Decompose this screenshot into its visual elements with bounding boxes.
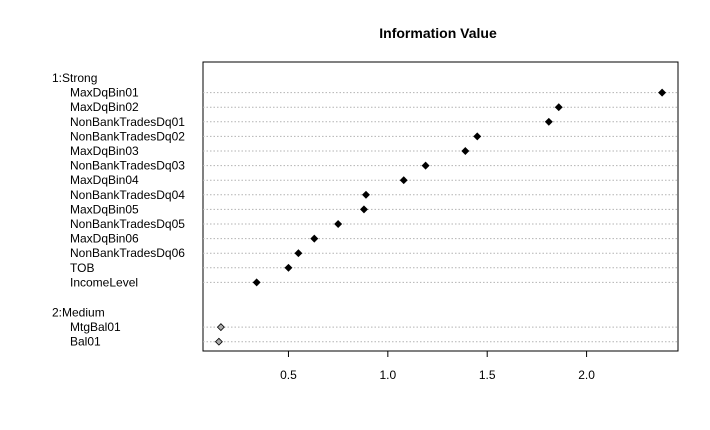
x-tick-label: 2.0 <box>578 368 595 382</box>
dot-row: MaxDqBin04 <box>70 173 678 187</box>
dot-row: NonBankTradesDq02 <box>70 129 678 143</box>
row-label: MaxDqBin02 <box>70 100 139 114</box>
data-point <box>252 278 261 287</box>
data-point <box>214 337 223 346</box>
group-1: 1:StrongMaxDqBin01MaxDqBin02NonBankTrade… <box>52 71 678 289</box>
dot-row: MaxDqBin02 <box>70 100 678 114</box>
data-point <box>658 88 667 97</box>
data-point <box>310 234 319 243</box>
dot-row: NonBankTradesDq01 <box>70 115 678 129</box>
row-label: Bal01 <box>70 335 101 349</box>
data-point <box>284 263 293 272</box>
row-label: NonBankTradesDq06 <box>70 246 185 260</box>
dot-row: MaxDqBin06 <box>70 232 678 246</box>
dot-row: MtgBal01 <box>70 320 678 334</box>
row-label: MaxDqBin05 <box>70 202 139 216</box>
dot-row: Bal01 <box>70 335 678 349</box>
data-point <box>216 323 225 332</box>
row-label: MaxDqBin01 <box>70 86 139 100</box>
dot-row: NonBankTradesDq03 <box>70 159 678 173</box>
data-point <box>399 176 408 185</box>
row-label: MtgBal01 <box>70 320 121 334</box>
chart-rows: 1:StrongMaxDqBin01MaxDqBin02NonBankTrade… <box>52 71 678 349</box>
row-label: TOB <box>70 261 94 275</box>
x-tick-label: 1.5 <box>479 368 496 382</box>
plot-frame <box>202 61 679 352</box>
data-point <box>544 117 553 126</box>
dot-row: MaxDqBin01 <box>70 86 678 100</box>
row-label: IncomeLevel <box>70 275 138 289</box>
data-point <box>334 220 343 228</box>
dot-row: MaxDqBin03 <box>70 144 678 158</box>
dot-row: MaxDqBin05 <box>70 202 678 216</box>
x-tick-label: 0.5 <box>280 368 297 382</box>
x-axis: 0.5 1.0 1.5 2.0 <box>280 351 595 382</box>
data-point <box>294 249 303 258</box>
row-label: MaxDqBin06 <box>70 232 139 246</box>
data-point <box>362 190 370 199</box>
dot-row: NonBankTradesDq05 <box>70 217 678 231</box>
row-label: MaxDqBin04 <box>70 173 139 187</box>
dot-row: NonBankTradesDq06 <box>70 246 678 260</box>
dot-row: IncomeLevel <box>70 275 678 289</box>
data-point <box>461 147 470 155</box>
data-point <box>473 132 482 141</box>
chart-title: Information Value <box>379 25 497 41</box>
group-label: 2:Medium <box>52 306 105 320</box>
data-point <box>421 161 430 170</box>
group-label: 1:Strong <box>52 71 97 85</box>
row-label: NonBankTradesDq01 <box>70 115 185 129</box>
dot-row: TOB <box>70 261 678 275</box>
row-label: NonBankTradesDq04 <box>70 188 185 202</box>
data-point <box>554 103 563 112</box>
row-label: NonBankTradesDq05 <box>70 217 185 231</box>
data-point <box>360 205 368 214</box>
x-tick-label: 1.0 <box>379 368 396 382</box>
dot-row: NonBankTradesDq04 <box>70 188 678 202</box>
row-label: MaxDqBin03 <box>70 144 139 158</box>
row-label: NonBankTradesDq02 <box>70 129 185 143</box>
row-label: NonBankTradesDq03 <box>70 159 185 173</box>
